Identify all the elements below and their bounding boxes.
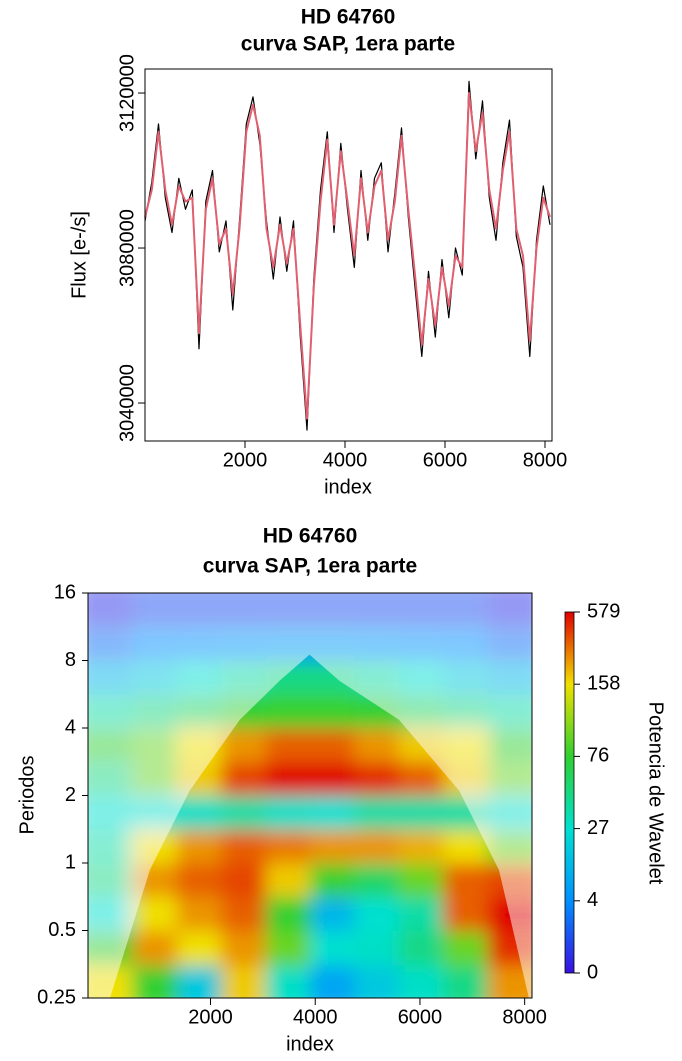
- x-tick-label: 8000: [502, 1006, 547, 1028]
- chart-subtitle: curva SAP, 1era parte: [241, 33, 455, 56]
- heat-cell: [398, 761, 444, 796]
- heat-cell: [310, 930, 355, 966]
- heat-cell: [221, 863, 267, 897]
- heat-cell: [310, 829, 355, 864]
- data-line: [144, 92, 551, 420]
- y-tick-label: 3120000: [116, 54, 138, 132]
- heat-cell: [221, 896, 267, 931]
- y-axis-label: Periodos: [16, 756, 38, 835]
- heat-cell: [221, 965, 267, 998]
- heat-cell: [354, 863, 400, 897]
- heat-cell: [265, 829, 311, 864]
- y-tick-label: 3080000: [116, 209, 138, 287]
- x-tick-label: 4000: [323, 449, 368, 471]
- heat-cell: [443, 965, 489, 998]
- heat-cell: [265, 965, 311, 998]
- heat-cell: [398, 930, 444, 966]
- heat-cell: [176, 863, 222, 897]
- y-tick-label: 0.5: [48, 919, 76, 941]
- heat-cell: [265, 795, 311, 831]
- data-line: [144, 80, 551, 431]
- y-axis-label: Flux [e-/s]: [68, 211, 90, 299]
- heat-cell: [132, 896, 178, 931]
- chart-title: HD 64760: [263, 525, 358, 548]
- y-tick-label: 4: [65, 716, 76, 738]
- x-tick-label: 8000: [523, 449, 568, 471]
- heat-cell: [265, 896, 311, 931]
- x-tick-label: 4000: [293, 1006, 338, 1028]
- heat-cell: [221, 761, 267, 796]
- heat-cell: [265, 694, 311, 729]
- heat-cell: [354, 728, 400, 763]
- heat-cell: [354, 829, 400, 864]
- heat-cell: [265, 728, 311, 763]
- x-axis-label: index: [286, 1033, 334, 1055]
- x-tick-label: 2000: [223, 449, 268, 471]
- heat-cell: [487, 965, 532, 998]
- heat-cell: [354, 896, 400, 931]
- heat-cell: [132, 965, 178, 998]
- colorbar-tick-label: 158: [587, 672, 620, 694]
- colorbar-tick-label: 579: [587, 600, 620, 622]
- heat-cell: [176, 965, 222, 998]
- heatmap-clip: [88, 593, 532, 998]
- heat-cell: [443, 896, 489, 931]
- heat-cell: [221, 930, 267, 966]
- heat-cell: [310, 795, 355, 831]
- heat-cell: [265, 930, 311, 966]
- heat-cell: [354, 761, 400, 796]
- heat-cell: [310, 965, 355, 998]
- heat-cell: [310, 863, 355, 897]
- heat-cell: [354, 965, 400, 998]
- colorbar-tick-label: 0: [587, 961, 598, 983]
- x-tick-label: 6000: [423, 449, 468, 471]
- heat-cell: [443, 930, 489, 966]
- heat-cell: [265, 761, 311, 796]
- heat-cell: [398, 965, 444, 998]
- heat-cell: [354, 795, 400, 831]
- heat-cell: [310, 761, 355, 796]
- colorbar-tick-label: 76: [587, 745, 609, 767]
- x-tick-label: 6000: [398, 1006, 443, 1028]
- chart-subtitle: curva SAP, 1era parte: [203, 555, 417, 578]
- heat-cell: [265, 863, 311, 897]
- colorbar-tick-label: 4: [587, 889, 598, 911]
- y-tick-label: 1: [65, 851, 76, 873]
- heat-cell: [354, 930, 400, 966]
- heat-cell: [310, 694, 355, 729]
- heat-cell: [176, 829, 222, 864]
- heat-cell: [310, 896, 355, 931]
- heat-cell: [310, 728, 355, 763]
- heat-cell: [176, 930, 222, 966]
- colorbar-label: Potencia de Wavelet: [645, 702, 667, 885]
- x-axis-label: index: [324, 476, 372, 498]
- y-tick-label: 16: [54, 581, 76, 603]
- heat-cell: [221, 829, 267, 864]
- y-tick-label: 0.25: [37, 986, 76, 1008]
- heat-cell: [398, 896, 444, 931]
- heat-cell: [443, 863, 489, 897]
- plot-frame: [144, 68, 553, 442]
- colorbar: [564, 611, 575, 974]
- colorbar-tick-label: 27: [587, 817, 609, 839]
- heat-cell: [398, 829, 444, 864]
- heat-cell: [398, 863, 444, 897]
- y-tick-label: 8: [65, 649, 76, 671]
- heat-cell: [398, 795, 444, 831]
- heat-cell: [443, 829, 489, 864]
- x-tick-label: 2000: [188, 1006, 233, 1028]
- y-tick-label: 2: [65, 784, 76, 806]
- heat-cell: [132, 930, 178, 966]
- cone-of-influence: [88, 593, 532, 998]
- y-tick-label: 3040000: [116, 364, 138, 442]
- heat-cell: [221, 795, 267, 831]
- chart-title: HD 64760: [301, 6, 396, 29]
- heat-cell: [176, 896, 222, 931]
